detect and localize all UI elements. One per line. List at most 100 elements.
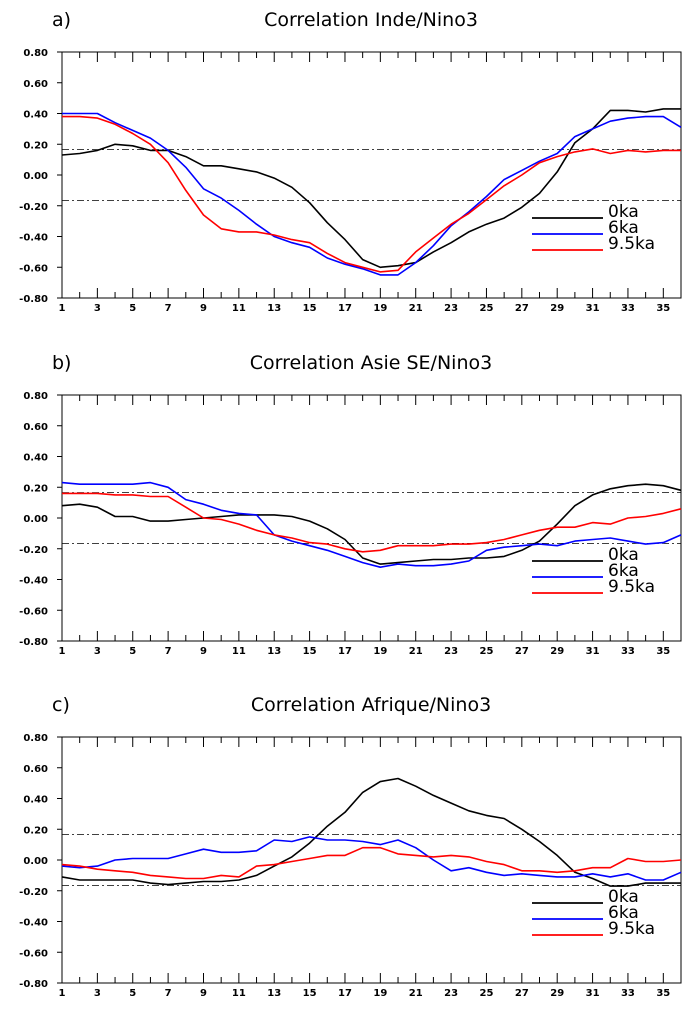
y-tick-label: -0.80 <box>19 294 48 305</box>
chart-panel-2: b) Correlation Asie SE/Nino3 -0.80 -0.60 -0.… <box>19 352 682 657</box>
series-line-0ka <box>61 108 681 269</box>
chart-title: Correlation Afrique/Nino3 <box>251 694 491 716</box>
x-tick-label: 29 <box>550 303 564 314</box>
series-line-6ka <box>62 112 682 276</box>
x-tick-label: 27 <box>515 303 529 314</box>
chart-title: Correlation Inde/Nino3 <box>264 9 478 31</box>
y-tick-label: 0.40 <box>23 110 48 121</box>
y-tick-label: -0.20 <box>19 887 48 898</box>
y-tick-label: -0.80 <box>19 979 48 990</box>
x-tick-label: 1 <box>59 303 66 314</box>
legend-label-9.5ka: 9.5ka <box>608 577 655 597</box>
plot-frame <box>61 736 682 984</box>
y-tick-label: -0.80 <box>19 637 48 648</box>
y-tick-label: -0.40 <box>19 233 48 244</box>
y-tick-label: 0.00 <box>23 514 48 525</box>
panel-letter: c) <box>52 694 70 716</box>
x-tick-label: 21 <box>409 646 423 657</box>
x-tick-label: 9 <box>200 303 207 314</box>
x-tick-label: 33 <box>621 303 635 314</box>
x-tick-label: 3 <box>94 646 101 657</box>
x-tick-label: 7 <box>165 303 172 314</box>
x-tick-label: 23 <box>444 988 458 999</box>
y-tick-label: 0.80 <box>23 391 48 402</box>
x-tick-label: 15 <box>303 988 317 999</box>
series-line-9.5ka <box>62 115 681 273</box>
y-tick-label: -0.40 <box>19 918 48 929</box>
y-tick-label: 0.20 <box>23 483 48 494</box>
y-tick-label: -0.60 <box>19 948 48 959</box>
chart-title: Correlation Asie SE/Nino3 <box>250 352 492 374</box>
series-line-9.5ka <box>62 492 682 553</box>
y-tick-label: 0.80 <box>23 48 48 59</box>
y-tick-label: 0.00 <box>23 856 48 867</box>
legend-label-0ka: 0ka <box>608 545 639 565</box>
x-tick-label: 23 <box>444 646 458 657</box>
x-tick-label: 5 <box>129 646 136 657</box>
x-tick-label: 15 <box>303 303 317 314</box>
legend-label-9.5ka: 9.5ka <box>608 919 655 939</box>
panel-letter: a) <box>52 9 71 31</box>
x-tick-label: 25 <box>479 303 493 314</box>
x-tick-label: 19 <box>373 646 387 657</box>
x-tick-label: 9 <box>200 646 207 657</box>
y-tick-label: 0.60 <box>23 79 48 90</box>
legend-label-6ka: 6ka <box>608 218 639 238</box>
x-tick-label: 3 <box>94 988 101 999</box>
x-tick-label: 5 <box>129 988 136 999</box>
y-tick-label: 0.40 <box>23 453 48 464</box>
y-tick-label: -0.60 <box>19 263 48 274</box>
x-tick-label: 35 <box>656 303 670 314</box>
x-tick-label: 11 <box>232 988 246 999</box>
series-line-0ka <box>61 777 681 887</box>
x-tick-label: 33 <box>621 646 635 657</box>
x-tick-label: 33 <box>621 988 635 999</box>
x-tick-label: 7 <box>165 646 172 657</box>
x-tick-label: 21 <box>409 988 423 999</box>
x-tick-label: 31 <box>586 988 600 999</box>
legend-label-0ka: 0ka <box>608 887 639 907</box>
legend-label-0ka: 0ka <box>608 202 639 222</box>
x-tick-label: 15 <box>303 646 317 657</box>
x-tick-label: 27 <box>515 646 529 657</box>
x-tick-label: 31 <box>586 646 600 657</box>
series-line-9.5ka <box>61 846 682 880</box>
x-tick-label: 11 <box>232 303 246 314</box>
x-tick-label: 19 <box>373 303 387 314</box>
x-tick-label: 13 <box>267 303 281 314</box>
legend-label-9.5ka: 9.5ka <box>608 234 655 254</box>
x-tick-label: 25 <box>479 646 493 657</box>
x-tick-label: 23 <box>444 303 458 314</box>
x-tick-label: 35 <box>656 988 670 999</box>
y-tick-label: -0.60 <box>19 606 48 617</box>
chart-panel-1: a) Correlation Inde/Nino3 -0.80 -0.60 -0.40 -… <box>19 9 682 314</box>
y-tick-label: 0.00 <box>23 171 48 182</box>
x-tick-label: 17 <box>338 303 352 314</box>
series-line-6ka <box>61 481 682 569</box>
y-tick-label: -0.20 <box>19 545 48 556</box>
x-tick-label: 1 <box>59 988 66 999</box>
legend-label-6ka: 6ka <box>608 903 639 923</box>
panel-letter: b) <box>52 352 71 374</box>
x-tick-label: 35 <box>656 646 670 657</box>
plot-frame <box>61 51 682 299</box>
x-tick-label: 7 <box>165 988 172 999</box>
series-line-6ka <box>61 836 682 881</box>
y-tick-label: 0.60 <box>23 422 48 433</box>
y-tick-label: 0.20 <box>23 825 48 836</box>
y-tick-label: 0.80 <box>23 733 48 744</box>
x-tick-label: 25 <box>479 988 493 999</box>
legend-label-6ka: 6ka <box>608 561 639 581</box>
chart-panel-3: c) Correlation Afrique/Nino3 -0.80 -0.60 -0.… <box>19 694 682 999</box>
x-tick-label: 11 <box>232 646 246 657</box>
y-tick-label: 0.40 <box>23 795 48 806</box>
x-tick-label: 27 <box>515 988 529 999</box>
x-tick-label: 17 <box>338 988 352 999</box>
plot-frame <box>61 394 682 642</box>
x-tick-label: 29 <box>550 646 564 657</box>
x-tick-label: 29 <box>550 988 564 999</box>
x-tick-label: 13 <box>267 988 281 999</box>
x-tick-label: 21 <box>409 303 423 314</box>
x-tick-label: 1 <box>59 646 66 657</box>
